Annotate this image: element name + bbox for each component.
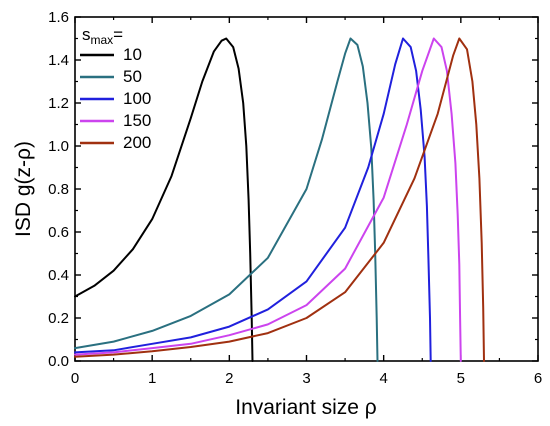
- x-tick-label: 6: [534, 370, 542, 387]
- legend-label-10: 10: [123, 45, 142, 64]
- x-tick-label: 5: [457, 370, 465, 387]
- legend-label-200: 200: [123, 133, 151, 152]
- y-tick-label: 0.8: [48, 181, 69, 198]
- x-axis-title: Invariant size ρ: [235, 396, 377, 419]
- series-line-200: [74, 37, 485, 362]
- y-tick-label: 0.0: [48, 353, 69, 370]
- series-line-50: [74, 37, 379, 362]
- y-tick-label: 0.4: [48, 267, 69, 284]
- y-tick-label: 0.6: [48, 224, 69, 241]
- series-line-150: [74, 37, 462, 362]
- y-tick-label: 0.2: [48, 310, 69, 327]
- series-line-100: [74, 37, 432, 362]
- y-tick-label: 1.6: [48, 9, 69, 26]
- x-tick-label: 1: [148, 370, 156, 387]
- legend-label-100: 100: [123, 89, 151, 108]
- x-tick-label: 2: [225, 370, 233, 387]
- x-tick-label: 3: [302, 370, 310, 387]
- series-layer: [74, 37, 485, 362]
- y-tick-label: 1.4: [48, 52, 69, 69]
- legend-title: smax=: [82, 25, 123, 47]
- y-tick-label: 1.2: [48, 95, 69, 112]
- y-tick-label: 1.0: [48, 138, 69, 155]
- axis-ticks: 0 1 2 3 4 5 6 0.0 0.2 0.4 0.6 0.8 1.0 1.2 1.4 1.6: [48, 9, 542, 387]
- legend: smax=10 50 100 150 200: [80, 25, 151, 152]
- legend-label-50: 50: [123, 67, 142, 86]
- x-tick-label: 4: [379, 370, 387, 387]
- x-tick-label: 0: [71, 370, 79, 387]
- y-axis-title: ISD g(z-ρ): [12, 141, 35, 237]
- legend-label-150: 150: [123, 111, 151, 130]
- series-line-10: [74, 37, 254, 362]
